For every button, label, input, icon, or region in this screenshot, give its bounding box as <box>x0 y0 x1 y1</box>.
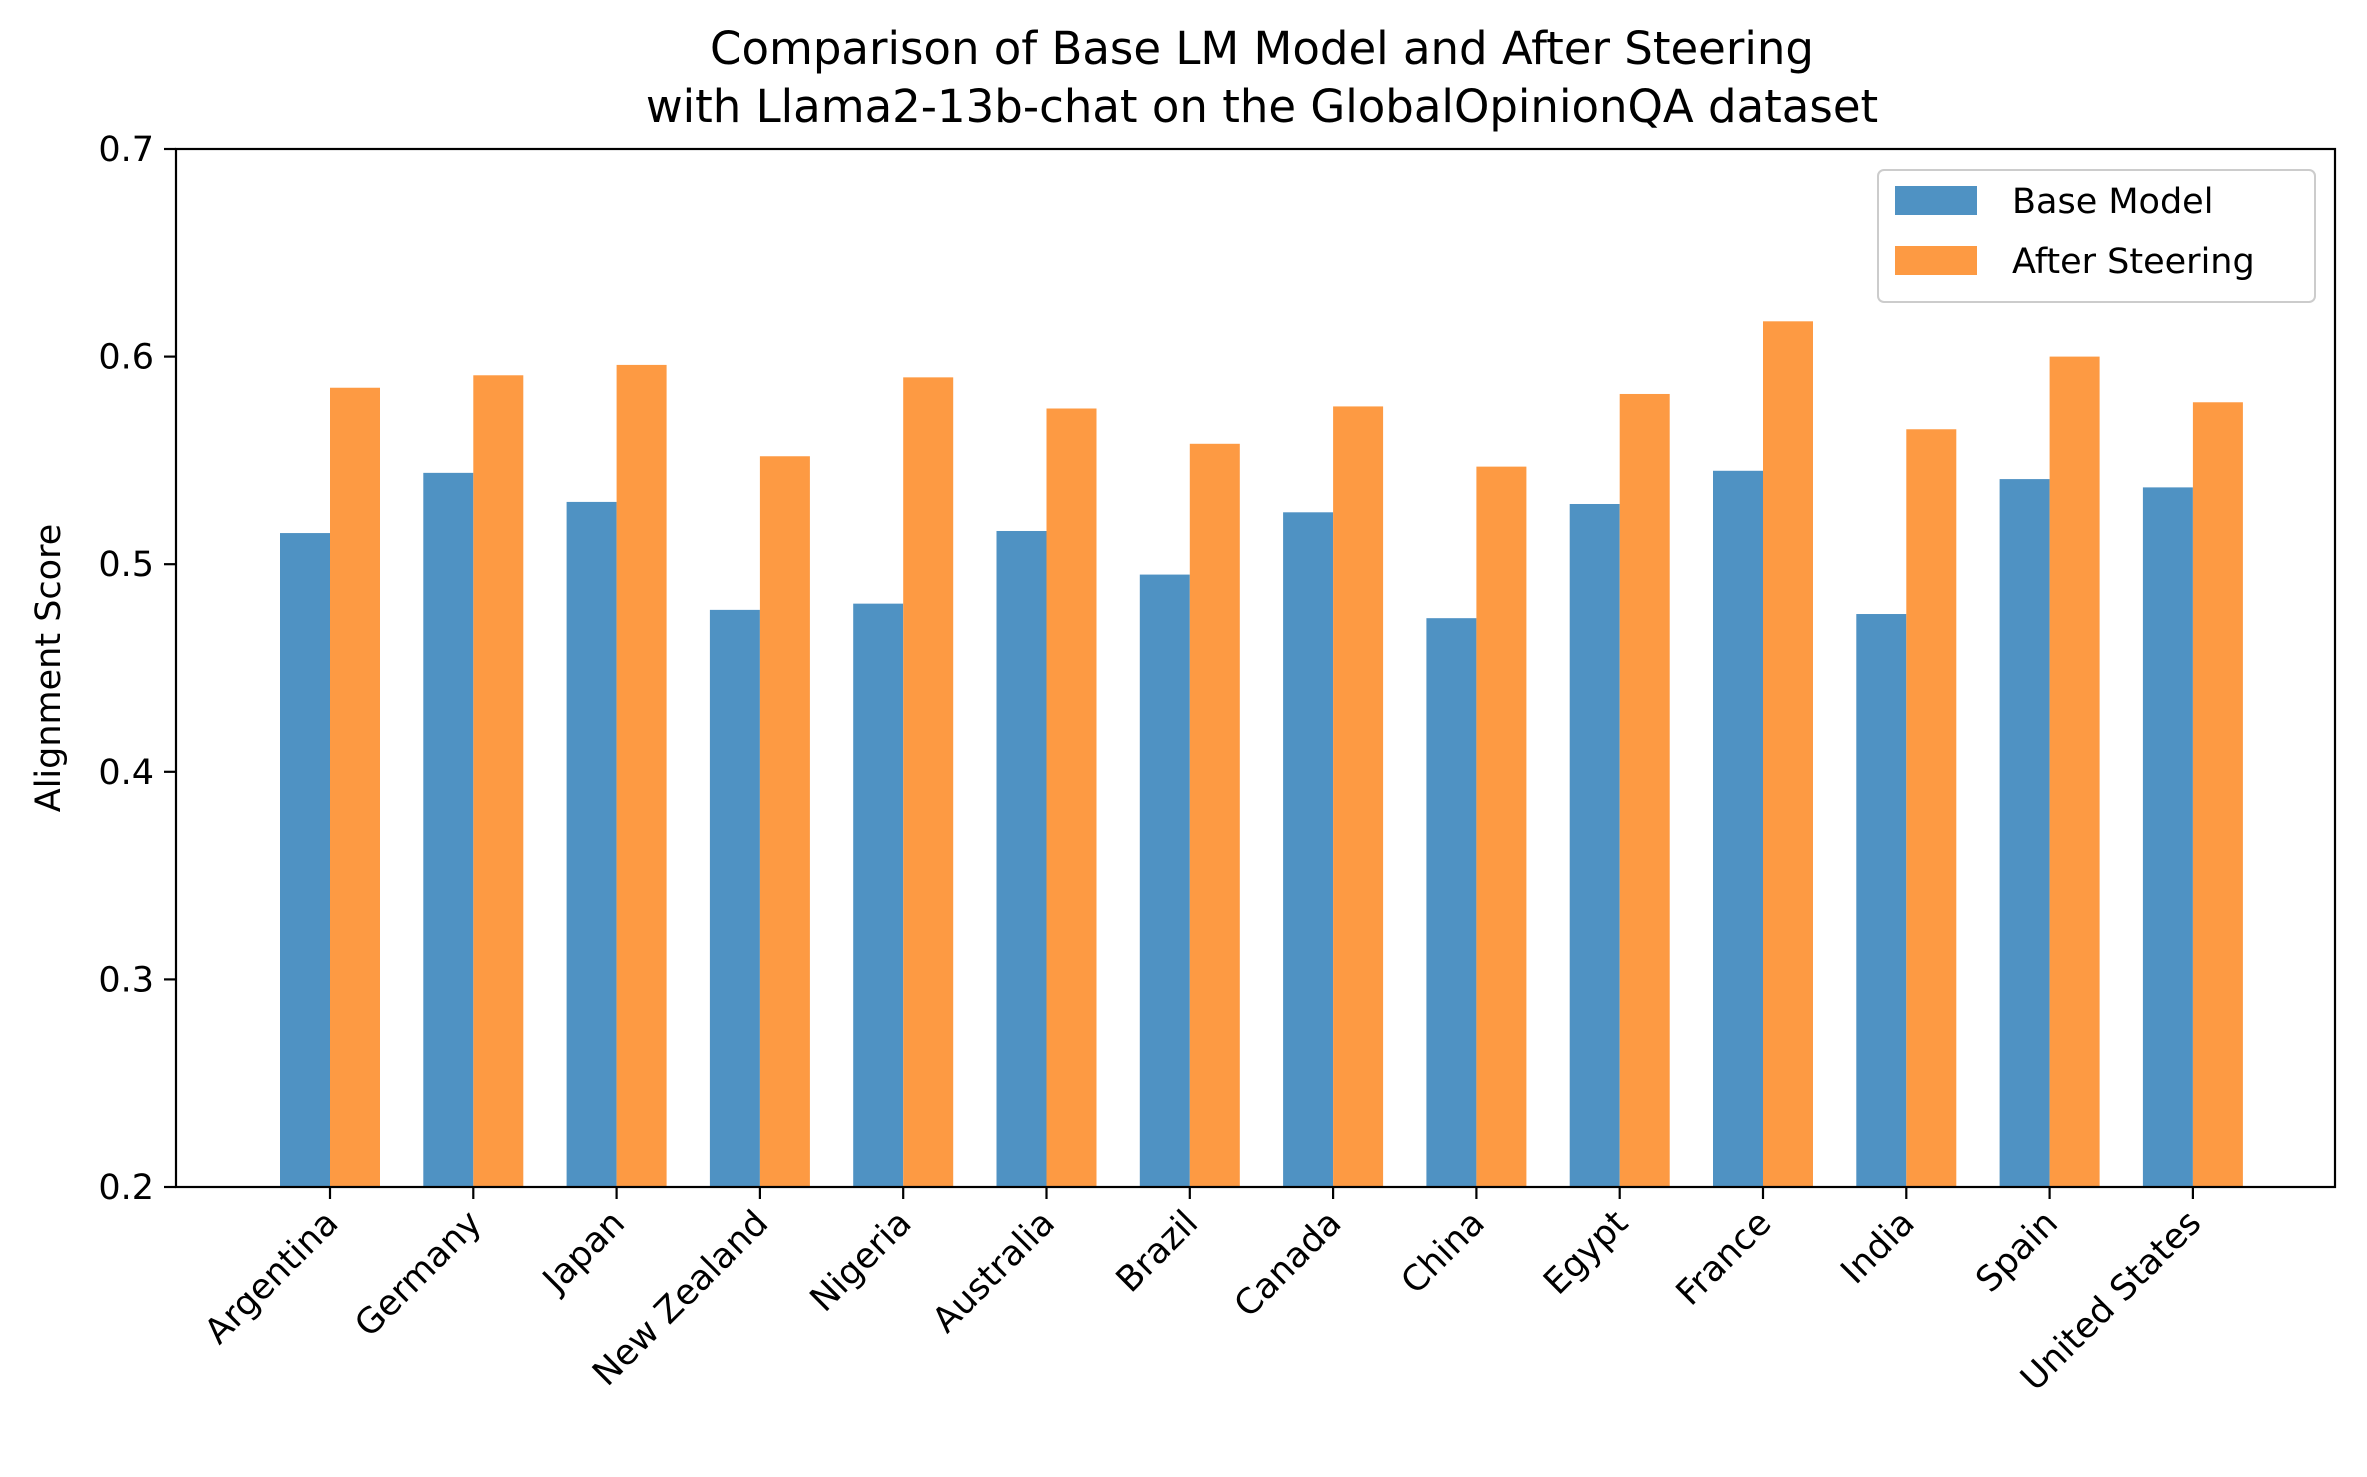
bar-base-model-canada <box>1283 512 1334 1187</box>
y-tick-label: 0.7 <box>98 130 154 170</box>
bars-layer <box>280 321 2243 1188</box>
legend-label-base-model: Base Model <box>2012 182 2213 222</box>
plot-frame <box>174 147 2337 1189</box>
x-tick-label: Japan <box>534 1203 633 1302</box>
bar-base-model-spain <box>1999 479 2050 1188</box>
bar-base-model-nigeria <box>853 603 904 1187</box>
bar-after-steering-argentina <box>330 387 380 1187</box>
x-tick-label: Argentina <box>197 1203 346 1352</box>
bar-after-steering-spain <box>2049 356 2100 1188</box>
bar-base-model-australia <box>996 530 1047 1187</box>
bar-after-steering-new-zealand <box>759 456 810 1187</box>
y-axis-label: Alignment Score <box>29 524 69 812</box>
x-tick-label: Egypt <box>1536 1203 1636 1303</box>
bar-after-steering-egypt <box>1619 393 1670 1187</box>
y-tick-label: 0.3 <box>98 960 154 1000</box>
x-tick-label: France <box>1669 1203 1780 1314</box>
x-tick-label: Canada <box>1227 1203 1349 1325</box>
bar-after-steering-france <box>1763 321 1813 1188</box>
x-tick-label: Spain <box>1969 1203 2066 1300</box>
x-tick-label: Nigeria <box>803 1203 920 1320</box>
chart-title: Comparison of Base LM Model and After St… <box>710 22 1814 75</box>
x-tick-label: Australia <box>925 1203 1063 1341</box>
bar-base-model-germany <box>423 472 474 1188</box>
bar-base-model-france <box>1713 470 1763 1187</box>
legend-swatch-after-steering <box>1895 246 1977 275</box>
bar-after-steering-australia <box>1046 408 1097 1187</box>
bar-base-model-india <box>1856 614 1907 1187</box>
bar-base-model-brazil <box>1139 574 1190 1187</box>
bar-after-steering-china <box>1476 466 1527 1187</box>
bar-after-steering-japan <box>616 364 667 1187</box>
y-tick-label: 0.5 <box>98 545 154 585</box>
legend-swatch-base-model <box>1895 186 1977 215</box>
bar-base-model-new-zealand <box>709 609 760 1187</box>
bar-base-model-argentina <box>280 533 330 1187</box>
x-tick-label: China <box>1394 1203 1493 1302</box>
bar-after-steering-united-states <box>2192 402 2243 1188</box>
legend-box <box>1877 169 2316 303</box>
bar-base-model-china <box>1426 618 1477 1187</box>
bar-after-steering-brazil <box>1189 443 1240 1187</box>
x-tick-label: India <box>1834 1203 1923 1292</box>
bar-base-model-united-states <box>2142 487 2193 1187</box>
bar-after-steering-india <box>1906 429 1957 1187</box>
y-tick-label: 0.2 <box>98 1168 154 1208</box>
y-tick-label: 0.6 <box>98 338 154 378</box>
legend: Base Model After Steering <box>1877 169 2316 303</box>
bar-after-steering-canada <box>1333 406 1384 1187</box>
bar-after-steering-nigeria <box>903 377 954 1187</box>
y-tick-label: 0.4 <box>98 753 154 793</box>
x-tick-label: Germany <box>348 1203 490 1345</box>
bar-base-model-egypt <box>1569 503 1620 1188</box>
chart-subtitle: with Llama2-13b-chat on the GlobalOpinio… <box>646 80 1878 133</box>
bar-after-steering-germany <box>473 375 524 1187</box>
legend-label-after-steering: After Steering <box>2012 242 2255 282</box>
bar-base-model-japan <box>566 501 617 1187</box>
x-tick-label: Brazil <box>1109 1203 1206 1300</box>
